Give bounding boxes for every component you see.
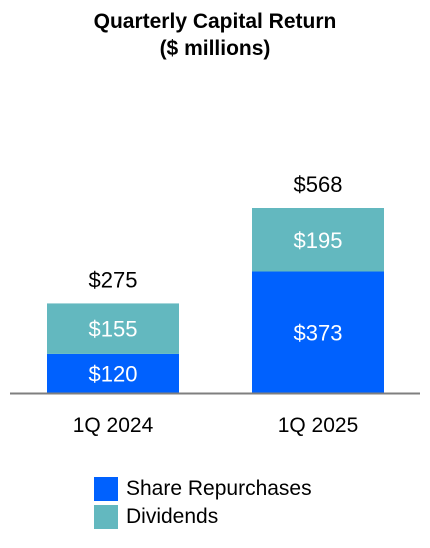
bar-share-repurchases-1q-2025 bbox=[252, 271, 384, 393]
chart-subtitle: ($ millions) bbox=[159, 37, 271, 60]
legend: Share Repurchases Dividends bbox=[94, 475, 312, 531]
data-label-dividends-1q-2025: $195 bbox=[294, 228, 343, 253]
legend-label-share-repurchases: Share Repurchases bbox=[126, 477, 312, 500]
legend-label-dividends: Dividends bbox=[126, 505, 219, 528]
bar-share-repurchases-1q-2024 bbox=[47, 353, 179, 393]
data-label-dividends-1q-2024: $155 bbox=[89, 317, 138, 342]
bar-dividends-1q-2024 bbox=[47, 303, 179, 354]
legend-item-share-repurchases: Share Repurchases bbox=[94, 475, 312, 503]
bar-dividends-1q-2025 bbox=[252, 208, 384, 272]
total-label-1q-2025: $568 bbox=[294, 172, 343, 197]
data-label-share-repurchases-1q-2024: $120 bbox=[89, 361, 138, 386]
x-tick-label-1q-2025: 1Q 2025 bbox=[278, 414, 359, 437]
chart-title: Quarterly Capital Return bbox=[93, 10, 337, 33]
x-tick-label-1q-2024: 1Q 2024 bbox=[73, 414, 154, 437]
legend-swatch-share-repurchases bbox=[94, 477, 118, 501]
total-label-1q-2024: $275 bbox=[89, 267, 138, 292]
legend-item-dividends: Dividends bbox=[94, 503, 312, 531]
chart-title-block: Quarterly Capital Return ($ millions) bbox=[0, 8, 430, 62]
legend-swatch-dividends bbox=[94, 505, 118, 529]
data-label-share-repurchases-1q-2025: $373 bbox=[294, 320, 343, 345]
